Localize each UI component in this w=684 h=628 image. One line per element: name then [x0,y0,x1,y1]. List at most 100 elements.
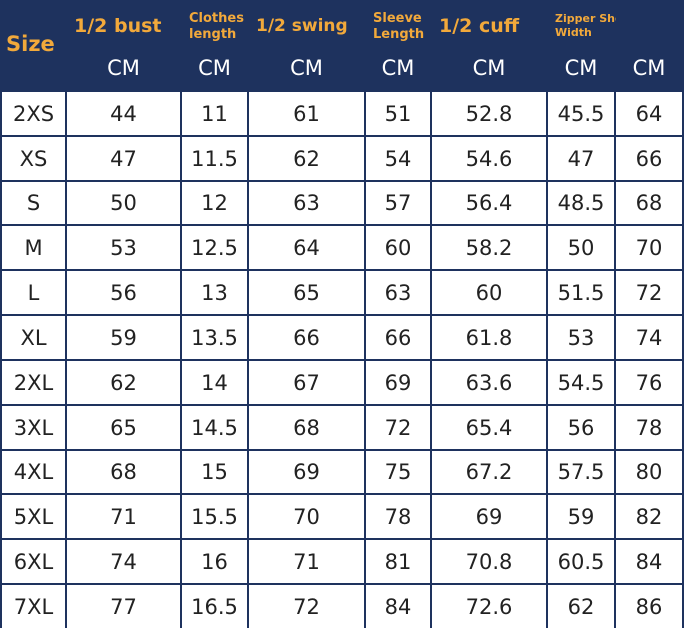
measurement-cell: 86 [616,585,682,628]
column-header-label: 1/2 swing [256,16,348,36]
measurement-cell: 72 [249,585,364,628]
measurement-cell: 78 [366,495,430,538]
size-label: XS [2,137,65,180]
measurement-cell: 71 [249,540,364,583]
column-header-label: Clothes length [189,11,244,43]
measurement-cell: 64 [249,226,364,269]
measurement-cell: 74 [67,540,180,583]
measurement-cell: 50 [67,182,180,224]
column-header: CM [616,0,682,90]
measurement-cell: 48.5 [548,182,614,224]
measurement-cell: 68 [67,451,180,493]
measurement-cell: 68 [616,182,682,224]
measurement-cell: 74 [616,316,682,359]
column-header-label: 1/2 bust [74,15,162,37]
size-label: 7XL [2,585,65,628]
measurement-cell: 82 [616,495,682,538]
measurement-cell: 67.2 [432,451,546,493]
measurement-cell: 61.8 [432,316,546,359]
size-label: M [2,226,65,269]
size-label: 2XL [2,361,65,404]
measurement-cell: 57.5 [548,451,614,493]
measurement-cell: 63 [366,271,430,314]
unit-label: CM [290,56,323,80]
measurement-cell: 12.5 [182,226,247,269]
measurement-cell: 56 [67,271,180,314]
measurement-cell: 54 [366,137,430,180]
measurement-cell: 15 [182,451,247,493]
measurement-cell: 52.8 [432,92,546,135]
measurement-cell: 14.5 [182,406,247,449]
size-label: 3XL [2,406,65,449]
measurement-cell: 53 [67,226,180,269]
measurement-cell: 50 [548,226,614,269]
measurement-cell: 56 [548,406,614,449]
measurement-cell: 78 [616,406,682,449]
column-header: Clothes length CM [182,0,247,90]
measurement-cell: 47 [548,137,614,180]
measurement-cell: 60.5 [548,540,614,583]
size-label: 2XS [2,92,65,135]
measurement-cell: 11.5 [182,137,247,180]
measurement-cell: 70 [616,226,682,269]
measurement-cell: 61 [249,92,364,135]
measurement-cell: 62 [67,361,180,404]
column-header-label: Sleeve Length [373,11,425,43]
measurement-cell: 62 [548,585,614,628]
measurement-cell: 16.5 [182,585,247,628]
measurement-cell: 58.2 [432,226,546,269]
measurement-cell: 13 [182,271,247,314]
size-label: 5XL [2,495,65,538]
unit-label: CM [564,56,598,80]
measurement-cell: 11 [182,92,247,135]
column-header: 1/2 swing CM [249,0,364,90]
measurement-cell: 75 [366,451,430,493]
measurement-cell: 76 [616,361,682,404]
measurement-cell: 66 [249,316,364,359]
measurement-cell: 72.6 [432,585,546,628]
measurement-cell: 64 [616,92,682,135]
measurement-cell: 51.5 [548,271,614,314]
measurement-cell: 15.5 [182,495,247,538]
measurement-cell: 60 [366,226,430,269]
size-header-label: Size [6,32,55,56]
unit-label: CM [381,56,415,80]
measurement-cell: 63.6 [432,361,546,404]
unit-label: CM [198,56,231,80]
measurement-cell: 72 [616,271,682,314]
column-header: 1/2 bust CM [67,0,180,90]
measurement-cell: 71 [67,495,180,538]
measurement-cell: 77 [67,585,180,628]
size-label: XL [2,316,65,359]
measurement-cell: 54.6 [432,137,546,180]
measurement-cell: 63 [249,182,364,224]
size-label: L [2,271,65,314]
size-column-header: Size [0,0,65,90]
measurement-cell: 66 [366,316,430,359]
measurement-cell: 12 [182,182,247,224]
measurement-cell: 65 [249,271,364,314]
measurement-cell: 62 [249,137,364,180]
measurement-cell: 51 [366,92,430,135]
measurement-cell: 66 [616,137,682,180]
measurement-cell: 70.8 [432,540,546,583]
measurement-cell: 65 [67,406,180,449]
measurement-cell: 69 [249,451,364,493]
measurement-cell: 68 [249,406,364,449]
measurement-cell: 59 [548,495,614,538]
measurement-cell: 60 [432,271,546,314]
column-header: Zipper Shoulder Width CM [548,0,655,90]
measurement-cell: 72 [366,406,430,449]
measurement-cell: 53 [548,316,614,359]
measurement-cell: 57 [366,182,430,224]
measurement-cell: 13.5 [182,316,247,359]
measurement-cell: 59 [67,316,180,359]
measurement-cell: 65.4 [432,406,546,449]
unit-label: CM [632,56,666,80]
size-label: 4XL [2,451,65,493]
column-header: 1/2 cuff CM [432,0,546,90]
measurement-cell: 69 [432,495,546,538]
measurement-cell: 54.5 [548,361,614,404]
measurement-cell: 44 [67,92,180,135]
measurement-cell: 56.4 [432,182,546,224]
